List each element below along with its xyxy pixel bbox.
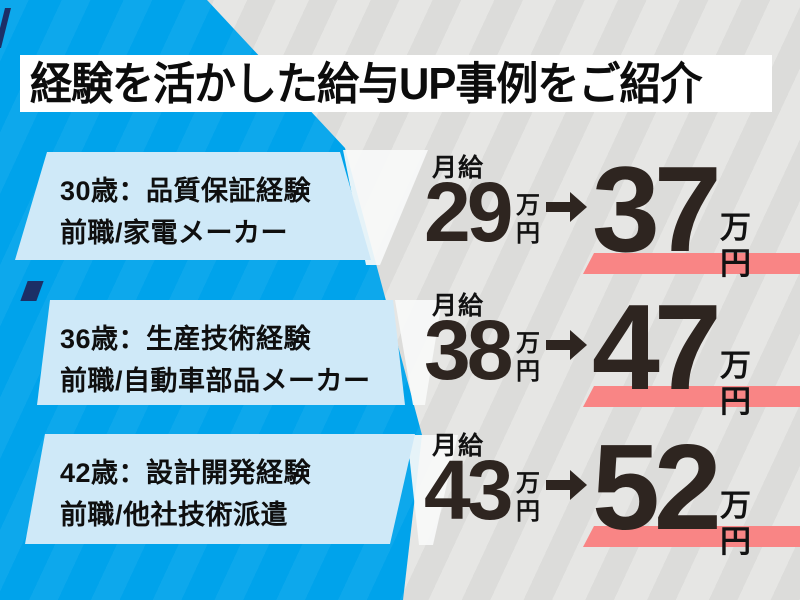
salary-before-value: 29	[424, 165, 513, 259]
arrow-right-icon	[546, 330, 587, 360]
salary-comparison-3: 月給 43 万 円 52 万 円	[424, 426, 800, 586]
salary-comparison-1: 月給 29 万 円 37 万 円	[424, 148, 800, 308]
unit-man: 万	[720, 348, 751, 383]
case-previous-job: 前職/自動車部品メーカー	[60, 366, 371, 396]
unit-en: 円	[516, 358, 540, 386]
arrow-head	[570, 192, 587, 222]
unit-en: 円	[516, 220, 540, 248]
salary-after-unit: 万 円	[720, 210, 751, 281]
case-age-experience: 30歳：品質保証経験	[60, 176, 312, 206]
unit-en: 円	[720, 383, 751, 419]
page-title: 経験を活かした給与UP事例をご紹介	[30, 58, 702, 108]
monthly-salary-label: 月給	[432, 432, 485, 460]
case-box-1: 30歳：品質保証経験 前職/家電メーカー	[15, 152, 371, 260]
case-profile: 36歳：生産技術経験 前職/自動車部品メーカー	[37, 300, 405, 402]
case-previous-job: 前職/他社技術派遣	[60, 500, 289, 530]
case-box-2: 36歳：生産技術経験 前職/自動車部品メーカー	[37, 300, 405, 405]
salary-after-value: 52	[592, 419, 722, 555]
arrow-right-icon	[546, 192, 587, 222]
unit-man: 万	[516, 330, 540, 357]
unit-man: 万	[720, 210, 751, 245]
unit-man: 万	[720, 488, 751, 523]
salary-after-value: 47	[592, 279, 722, 415]
case-profile: 42歳：設計開発経験 前職/他社技術派遣	[25, 434, 415, 536]
salary-before-unit: 万 円	[516, 330, 540, 387]
monthly-salary-label: 月給	[432, 154, 485, 182]
arrow-shaft	[546, 340, 572, 350]
case-box-3: 42歳：設計開発経験 前職/他社技術派遣	[25, 434, 415, 544]
salary-after-value: 37	[592, 141, 722, 277]
arrow-head	[570, 330, 587, 360]
pink-underline-highlight	[583, 526, 800, 547]
arrow-shaft	[546, 202, 572, 212]
unit-en: 円	[720, 245, 751, 281]
salary-before-value: 38	[424, 303, 513, 397]
arrow-right-icon	[546, 470, 587, 500]
salary-before-unit: 万 円	[516, 470, 540, 527]
pink-underline-highlight	[583, 386, 800, 407]
unit-en: 円	[720, 523, 751, 559]
unit-en: 円	[516, 498, 540, 526]
pink-underline-highlight	[583, 253, 800, 274]
monthly-salary-label: 月給	[432, 292, 485, 320]
salary-after-unit: 万 円	[720, 488, 751, 559]
arrow-head	[570, 470, 587, 500]
case-age-experience: 42歳：設計開発経験	[60, 458, 312, 488]
case-profile: 30歳：品質保証経験 前職/家電メーカー	[15, 152, 371, 254]
unit-man: 万	[516, 470, 540, 497]
salary-comparison-2: 月給 38 万 円 47 万 円	[424, 286, 800, 446]
title-banner: 経験を活かした給与UP事例をご紹介	[20, 55, 772, 112]
salary-after-unit: 万 円	[720, 348, 751, 419]
case-previous-job: 前職/家電メーカー	[60, 218, 289, 248]
unit-man: 万	[516, 192, 540, 219]
salary-before-unit: 万 円	[516, 192, 540, 249]
case-age-experience: 36歳：生産技術経験	[60, 324, 312, 354]
arrow-shaft	[546, 480, 572, 490]
salary-before-value: 43	[424, 443, 513, 537]
